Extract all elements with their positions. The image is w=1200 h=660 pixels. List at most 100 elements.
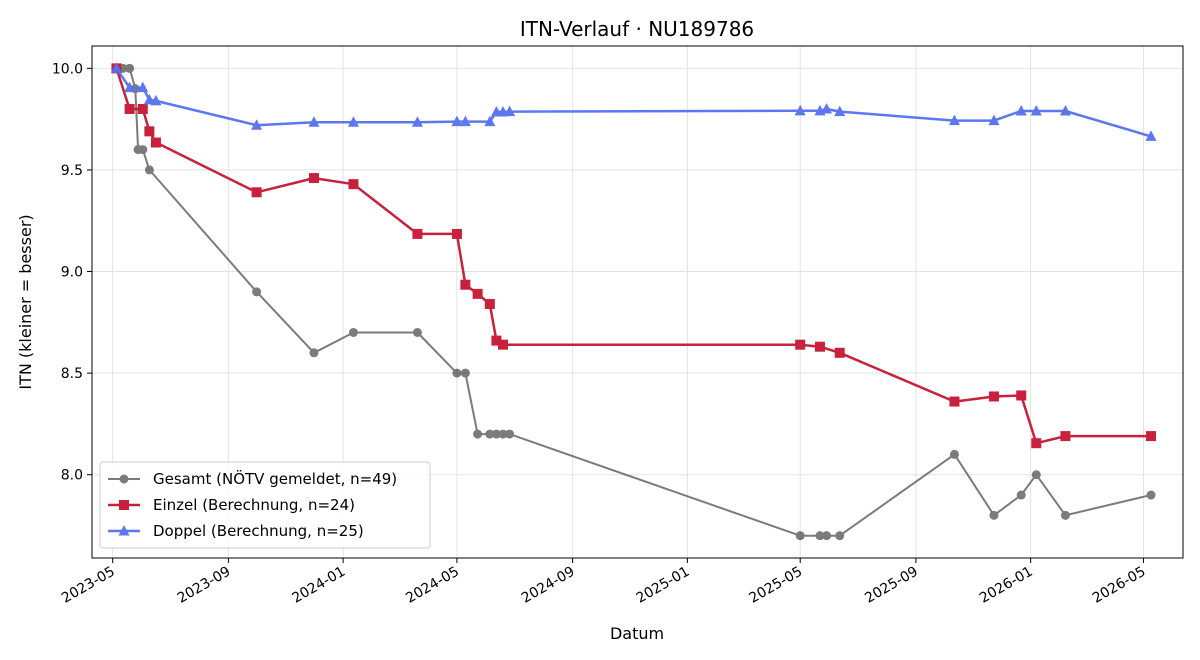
data-point <box>251 119 263 130</box>
data-point <box>451 228 462 239</box>
y-tick-label: 8.5 <box>61 366 83 382</box>
data-point <box>835 531 845 541</box>
x-tick-label: 2026-05 <box>1090 564 1149 607</box>
data-point <box>834 347 845 358</box>
data-point <box>348 179 359 190</box>
y-tick-label: 10.0 <box>52 61 83 77</box>
data-point <box>143 93 155 105</box>
data-point <box>144 165 154 175</box>
chart-title: ITN-Verlauf · NU189786 <box>520 17 754 41</box>
data-point <box>411 116 423 127</box>
series-layer <box>110 62 1157 541</box>
legend-label: Doppel (Berechnung, n=25) <box>153 522 364 540</box>
data-point <box>473 429 483 439</box>
data-point <box>988 391 999 402</box>
y-tick-label: 9.0 <box>61 265 83 281</box>
legend-label: Gesamt (NÖTV gemeldet, n=49) <box>153 469 397 488</box>
legend-label: Einzel (Berechnung, n=24) <box>153 496 355 514</box>
data-point <box>988 114 1000 126</box>
data-point <box>137 81 149 93</box>
y-tick-label: 9.5 <box>61 163 83 179</box>
data-point <box>347 116 359 127</box>
data-point <box>150 137 161 148</box>
legend-entry <box>108 474 140 484</box>
data-point <box>949 449 959 459</box>
data-point <box>144 126 155 137</box>
data-point <box>498 339 509 350</box>
data-point <box>459 115 471 127</box>
data-point <box>412 228 423 239</box>
data-point <box>795 339 806 350</box>
data-point <box>138 145 148 155</box>
data-point <box>1145 130 1157 141</box>
series-triangle <box>110 62 1157 141</box>
y-axis-title: ITN (kleiner = besser) <box>16 214 35 389</box>
data-point <box>485 429 495 439</box>
data-point <box>822 531 832 541</box>
data-point <box>1031 470 1041 480</box>
legend-marker <box>119 474 129 484</box>
x-tick-label: 2026-01 <box>977 564 1036 607</box>
data-point <box>484 299 495 310</box>
series-line <box>115 67 1152 138</box>
data-point <box>452 368 462 378</box>
x-tick-label: 2025-01 <box>634 564 693 607</box>
data-point <box>460 279 471 290</box>
data-point <box>252 287 262 297</box>
x-tick-label: 2024-01 <box>289 564 348 607</box>
x-tick-label: 2025-09 <box>862 564 921 607</box>
legend-entry <box>108 500 140 510</box>
legend: Gesamt (NÖTV gemeldet, n=49) Einzel (Bere… <box>99 461 431 549</box>
data-point <box>472 288 483 299</box>
grid-layer <box>92 46 1183 558</box>
data-point <box>1016 490 1026 500</box>
data-point <box>110 62 122 73</box>
x-tick-label: 2024-09 <box>519 564 578 607</box>
x-tick-label: 2025-05 <box>747 564 806 607</box>
x-axis-title: Datum <box>610 624 664 643</box>
data-point <box>491 335 502 346</box>
data-point <box>491 429 501 439</box>
data-point <box>348 327 358 337</box>
data-point <box>1031 438 1042 449</box>
data-point <box>1016 390 1027 401</box>
data-point <box>1015 105 1027 116</box>
series-circle <box>111 63 1156 541</box>
data-point <box>834 105 846 117</box>
data-point <box>309 348 319 358</box>
data-point <box>1030 105 1042 116</box>
data-point <box>125 63 135 73</box>
x-tick-label: 2023-09 <box>175 564 234 607</box>
data-point <box>795 531 805 541</box>
data-point <box>308 173 319 184</box>
data-point <box>460 368 470 378</box>
legend-box <box>99 461 431 549</box>
data-point <box>484 115 496 127</box>
series-square <box>111 63 1157 449</box>
x-tick-label: 2024-05 <box>403 564 462 607</box>
data-point <box>1060 431 1071 442</box>
data-point <box>1146 431 1157 442</box>
legend-entry <box>108 525 140 536</box>
data-point <box>949 396 960 407</box>
data-point <box>1059 105 1071 116</box>
data-point <box>1060 510 1070 520</box>
plot-frame <box>91 45 1184 559</box>
data-point <box>504 105 516 117</box>
data-point <box>124 103 135 114</box>
data-point <box>815 531 825 541</box>
data-point <box>124 81 136 93</box>
data-point <box>451 115 463 127</box>
data-point <box>1146 490 1156 500</box>
legend-marker <box>119 500 129 510</box>
data-point <box>150 94 162 106</box>
data-point <box>308 116 320 127</box>
legend-marker <box>118 525 130 536</box>
data-point <box>821 102 833 114</box>
data-point <box>137 103 148 114</box>
data-point <box>412 327 422 337</box>
data-point <box>989 510 999 520</box>
data-point <box>948 114 960 126</box>
